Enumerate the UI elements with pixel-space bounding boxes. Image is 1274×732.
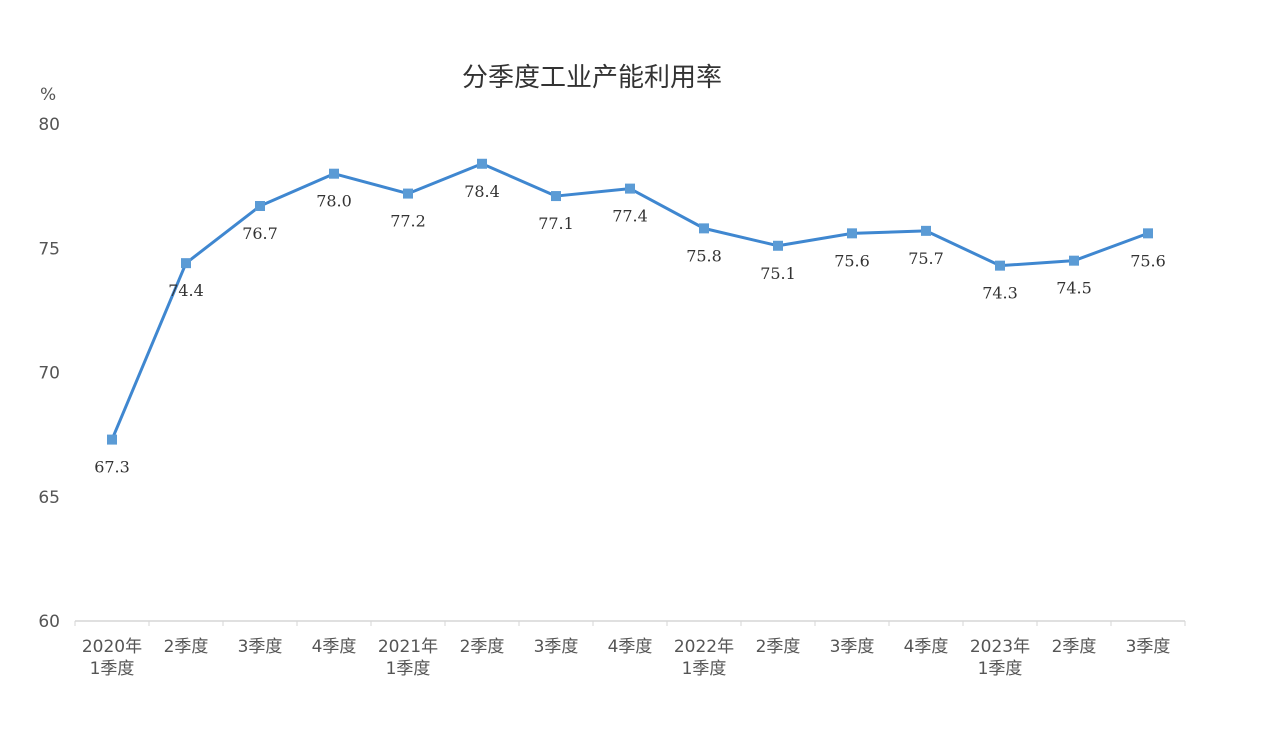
x-tick-label: 2季度 [1052, 637, 1097, 657]
data-label: 74.4 [168, 281, 204, 300]
data-label: 77.2 [390, 212, 426, 231]
x-tick-label: 2023年 1季度 [970, 637, 1030, 679]
x-tick-label: 2季度 [756, 637, 801, 657]
data-label: 77.1 [538, 214, 574, 233]
x-tick-label: 2季度 [460, 637, 505, 657]
x-tick-label: 4季度 [904, 637, 949, 657]
y-tick-label: 80 [38, 115, 60, 135]
chart-title: 分季度工业产能利用率 [462, 63, 722, 93]
data-point-marker [921, 225, 931, 236]
data-point-marker [329, 168, 339, 179]
y-tick-label: 65 [38, 488, 60, 508]
data-label: 74.5 [1056, 279, 1092, 298]
data-point-marker [107, 434, 117, 445]
data-label: 74.3 [982, 284, 1018, 303]
data-label: 76.7 [242, 224, 278, 243]
data-point-marker [699, 223, 709, 234]
data-point-marker [403, 188, 413, 199]
y-tick-label: 70 [38, 364, 60, 384]
x-tick-label: 3季度 [534, 637, 579, 657]
data-point-marker [1069, 255, 1079, 266]
data-point-marker [551, 191, 561, 202]
data-label: 78.4 [464, 182, 500, 201]
data-label: 75.7 [908, 249, 944, 268]
x-tick-label: 2022年 1季度 [674, 637, 734, 679]
data-label: 75.8 [686, 246, 722, 265]
data-point-marker [995, 260, 1005, 271]
data-label: 78.0 [316, 192, 352, 211]
y-axis-unit-label: % [40, 85, 56, 105]
y-tick-label: 75 [38, 239, 60, 259]
x-tick-label: 3季度 [238, 637, 283, 657]
x-tick-label: 3季度 [830, 637, 875, 657]
data-point-marker [847, 228, 857, 239]
data-label: 75.1 [760, 264, 796, 283]
data-point-marker [181, 258, 191, 269]
x-tick-label: 2季度 [164, 637, 209, 657]
x-tick-label: 4季度 [312, 637, 357, 657]
data-point-marker [773, 240, 783, 251]
x-tick-label: 3季度 [1126, 637, 1171, 657]
x-tick-label: 2021年 1季度 [378, 637, 438, 679]
data-point-marker [477, 158, 487, 169]
data-label: 75.6 [1130, 251, 1166, 270]
x-tick-label: 2020年 1季度 [82, 637, 142, 679]
data-label: 77.4 [612, 207, 648, 226]
data-point-marker [1143, 228, 1153, 239]
data-label: 75.6 [834, 251, 870, 270]
data-point-marker [625, 183, 635, 194]
y-tick-label: 60 [38, 612, 60, 632]
x-tick-label: 4季度 [608, 637, 653, 657]
data-label: 67.3 [94, 458, 130, 477]
data-point-marker [255, 201, 265, 212]
